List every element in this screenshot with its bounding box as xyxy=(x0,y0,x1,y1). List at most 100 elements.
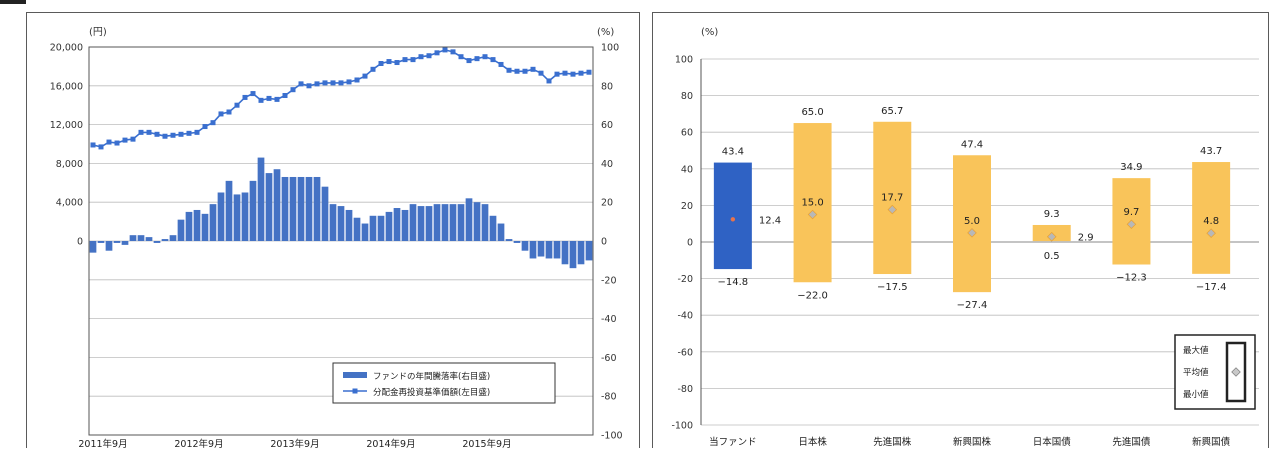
category-label: 新興国株 xyxy=(953,436,992,448)
mean-marker xyxy=(1126,219,1137,230)
bar xyxy=(433,204,441,241)
panel-asset-comparison: (%) 43.4 12.4 −14.8 65.0 15.0 −22.0 65.7 17.7 −1… xyxy=(652,12,1269,448)
y-right-tick-label: 20 xyxy=(601,198,613,209)
bar xyxy=(553,241,561,259)
category-label: 新興国債 xyxy=(1192,436,1231,448)
y-right-tick-label: -100 xyxy=(601,431,623,442)
bar xyxy=(113,241,121,243)
legend-min-label: 最小値 xyxy=(1183,389,1209,400)
legend-max-label: 最大値 xyxy=(1183,345,1209,356)
mean-value-label: 4.8 xyxy=(1203,216,1219,227)
bar xyxy=(313,176,321,241)
max-value-label: 34.9 xyxy=(1120,162,1142,173)
line-point xyxy=(314,81,320,87)
bar xyxy=(97,241,105,243)
line-series xyxy=(90,47,592,150)
legend: 最大値 平均値 最小値 xyxy=(1174,334,1256,410)
min-value-label: −22.0 xyxy=(797,290,828,301)
bar xyxy=(353,217,361,241)
min-value-label: −17.5 xyxy=(877,282,908,293)
x-tick-label: 2014年9月 xyxy=(366,438,415,449)
line-point xyxy=(90,142,96,148)
line-point xyxy=(386,59,392,65)
bar xyxy=(161,239,169,241)
max-value-label: 65.0 xyxy=(801,107,823,118)
line-point xyxy=(410,57,416,63)
y-tick-label: 20 xyxy=(681,201,693,212)
line-point xyxy=(450,49,456,55)
bar xyxy=(401,209,409,241)
line-point xyxy=(322,80,328,86)
bar xyxy=(105,241,113,251)
bar xyxy=(337,206,345,241)
line-point xyxy=(482,54,488,60)
legend-line-label: 分配金再投資基準価額(左目盛) xyxy=(373,387,490,398)
line-point xyxy=(338,80,344,86)
bar xyxy=(521,241,529,251)
bar xyxy=(481,204,489,241)
bar xyxy=(345,209,353,241)
line-point xyxy=(578,70,584,76)
line-point xyxy=(210,120,216,126)
line-point xyxy=(154,131,160,137)
line-point xyxy=(98,144,104,150)
y-right-tick-label: 100 xyxy=(601,43,619,54)
y-tick-label: -40 xyxy=(677,311,693,322)
line-point xyxy=(394,60,400,66)
bar xyxy=(273,169,281,241)
bar xyxy=(89,241,97,253)
bar xyxy=(193,209,201,241)
line-point xyxy=(354,77,360,83)
line-point xyxy=(442,47,448,53)
category-label: 当ファンド xyxy=(709,436,757,448)
y-tick-label: -80 xyxy=(677,384,693,395)
x-tick-label: 2015年9月 xyxy=(462,438,511,449)
range-bar xyxy=(953,155,991,293)
y-right-tick-label: -60 xyxy=(601,353,617,364)
bar xyxy=(585,241,593,261)
bar xyxy=(129,235,137,241)
bar xyxy=(257,157,265,241)
y-tick-label: 60 xyxy=(681,128,693,139)
line-point xyxy=(186,130,192,136)
line-point xyxy=(106,139,112,145)
y-left-tick-label: 0 xyxy=(77,237,83,248)
line-point xyxy=(370,66,376,72)
line-point xyxy=(466,58,472,64)
y-unit: (%) xyxy=(701,27,718,38)
line-point xyxy=(426,53,432,59)
line-point xyxy=(122,137,128,143)
min-value-label: 0.5 xyxy=(1044,251,1060,262)
bar xyxy=(529,241,537,259)
y-right-unit: (%) xyxy=(597,27,614,38)
bar xyxy=(137,235,145,241)
mean-marker xyxy=(1206,228,1216,239)
line-point xyxy=(274,96,280,102)
y-tick-label: -20 xyxy=(677,274,693,285)
min-value-label: −17.4 xyxy=(1196,282,1227,293)
line-point xyxy=(234,102,240,108)
bar xyxy=(121,241,129,245)
y-tick-labels: 100 80 60 40 20 0 -20 -40 -60 -80 -100 xyxy=(671,55,693,432)
line-point xyxy=(522,68,528,74)
min-value-label: −27.4 xyxy=(957,300,988,311)
mean-value-label: 2.9 xyxy=(1078,233,1094,244)
bar xyxy=(465,198,473,241)
line-point xyxy=(250,91,256,97)
y-right-tick-label: 40 xyxy=(601,159,613,170)
legend-box xyxy=(332,362,556,404)
line-point xyxy=(202,124,208,130)
line-point xyxy=(378,60,384,66)
bar xyxy=(281,176,289,241)
line-point xyxy=(434,50,440,56)
bar xyxy=(265,173,273,241)
min-value-label: −12.3 xyxy=(1116,273,1147,284)
bar xyxy=(393,208,401,241)
line-point xyxy=(146,129,152,135)
y-right-tick-label: 60 xyxy=(601,120,613,131)
x-tick-labels: 2011年9月 2012年9月 2013年9月 2014年9月 2015年9月 xyxy=(78,438,511,450)
mean-marker xyxy=(1046,231,1057,242)
bar xyxy=(449,204,457,241)
y-right-tick-labels: 100 80 60 40 20 0 -20 -40 -60 -80 -100 xyxy=(601,43,623,442)
y-right-tick-label: -80 xyxy=(601,392,617,403)
